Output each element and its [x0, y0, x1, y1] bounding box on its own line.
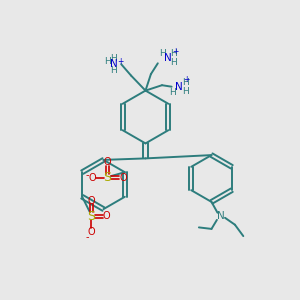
Text: -: - — [86, 232, 89, 242]
Text: S: S — [87, 210, 95, 223]
Text: +: + — [172, 47, 178, 56]
Text: O: O — [87, 196, 95, 206]
Text: H: H — [160, 49, 166, 58]
Text: H: H — [170, 58, 177, 67]
Text: O: O — [87, 227, 95, 237]
Text: N: N — [164, 53, 172, 63]
Text: N: N — [217, 211, 224, 221]
Text: H: H — [182, 78, 189, 87]
Text: O: O — [103, 211, 111, 221]
Text: N: N — [110, 59, 118, 69]
Text: H: H — [111, 66, 117, 75]
Text: -: - — [85, 169, 89, 180]
Text: H: H — [111, 54, 117, 63]
Text: O: O — [88, 172, 96, 183]
Text: H: H — [170, 49, 177, 58]
Text: O: O — [119, 172, 127, 183]
Text: S: S — [103, 171, 111, 184]
Text: H: H — [104, 57, 110, 66]
Text: +: + — [117, 57, 124, 66]
Text: H: H — [182, 87, 189, 96]
Text: H: H — [169, 88, 176, 97]
Text: N: N — [175, 82, 182, 92]
Text: O: O — [103, 157, 111, 167]
Text: +: + — [183, 75, 189, 84]
